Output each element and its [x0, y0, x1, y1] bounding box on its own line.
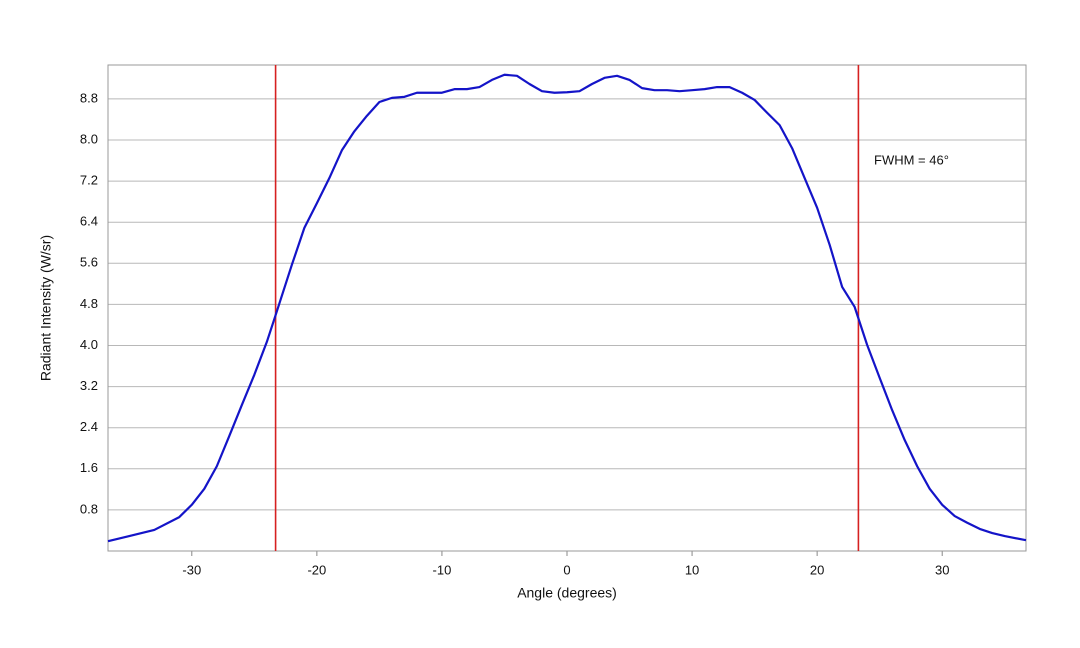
x-tick-label: -20	[307, 562, 326, 577]
y-tick-label: 8.8	[80, 90, 98, 105]
x-tick-label: -10	[433, 562, 452, 577]
y-tick-label: 5.6	[80, 255, 98, 270]
x-tick-label: 0	[563, 562, 570, 577]
y-axis-title: Radiant Intensity (W/sr)	[38, 235, 54, 381]
x-tick-label: 10	[685, 562, 699, 577]
y-tick-label: 8.0	[80, 131, 98, 146]
x-tick-label: -30	[182, 562, 201, 577]
plot-frame	[107, 64, 1027, 552]
annotation: FWHM = 46°	[874, 152, 949, 167]
x-tick-label: 20	[810, 562, 824, 577]
y-tick-label: 1.6	[80, 460, 98, 475]
y-tick-label: 4.0	[80, 337, 98, 352]
y-tick-label: 3.2	[80, 378, 98, 393]
y-tick-label: 6.4	[80, 214, 98, 229]
y-tick-label: 2.4	[80, 419, 98, 434]
y-tick-label: 0.8	[80, 501, 98, 516]
data-line	[107, 73, 1027, 543]
x-axis-title: Angle (degrees)	[517, 585, 617, 601]
x-tick-label: 30	[935, 562, 949, 577]
y-tick-label: 7.2	[80, 173, 98, 188]
y-tick-label: 4.8	[80, 296, 98, 311]
